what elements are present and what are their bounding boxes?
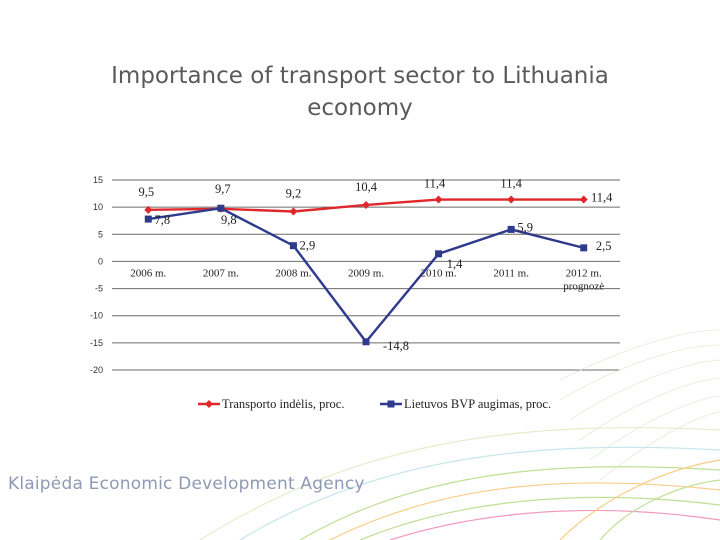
y-tick-label: 5	[98, 229, 103, 239]
y-axis: 15 10 5 0 -5 -10 -15 -20	[90, 175, 103, 375]
data-label: 2,5	[596, 239, 612, 253]
data-label: 11,4	[500, 177, 522, 191]
slide-title: Importance of transport sector to Lithua…	[111, 63, 609, 121]
data-label: 9,8	[221, 213, 237, 227]
data-label: 5,9	[517, 220, 533, 234]
data-point-marker	[579, 195, 588, 204]
data-point-marker	[434, 195, 443, 204]
x-axis-labels: 2006 m. 2007 m. 2008 m. 2009 m. 2010 m. 2011 …	[130, 267, 604, 292]
data-label: 7,8	[154, 213, 170, 227]
data-label: 1,4	[447, 257, 463, 271]
data-point-marker	[289, 207, 298, 216]
y-tick-label: 0	[98, 256, 103, 266]
data-label: 11,4	[591, 191, 613, 205]
x-tick-label: 2012 m. prognozė	[563, 267, 604, 292]
data-point-marker	[144, 215, 152, 223]
data-label: 9,2	[286, 186, 302, 200]
x-tick-label: 2006 m.	[130, 267, 166, 279]
x-tick-label: 2010 m.	[421, 267, 457, 279]
data-label: 9,7	[215, 182, 231, 196]
data-point-marker	[217, 204, 225, 212]
data-point-marker	[289, 242, 297, 250]
data-point-marker	[580, 244, 588, 252]
data-label: 2,9	[300, 239, 316, 253]
data-label: 11,4	[424, 177, 446, 191]
data-point-marker	[362, 200, 370, 209]
legend-label: Transporto indėlis, proc.	[222, 397, 344, 411]
x-tick-label: 2009 m.	[348, 267, 384, 279]
data-label: -14,8	[383, 339, 409, 353]
legend-marker	[387, 400, 395, 408]
data-label: 9,5	[138, 185, 154, 199]
data-point-marker	[507, 225, 515, 233]
footer-brand: Klaipėda Economic Development Agency	[8, 474, 365, 494]
data-point-marker	[144, 205, 153, 214]
y-tick-label: -10	[90, 311, 103, 321]
y-tick-label: 10	[93, 202, 103, 212]
x-tick-label: 2008 m.	[275, 267, 311, 279]
chart-legend: Transporto indėlis, proc. Lietuvos BVP au…	[198, 397, 551, 411]
y-tick-label: -20	[90, 365, 103, 375]
y-tick-label: -5	[95, 284, 103, 294]
x-tick-label: 2007 m.	[203, 267, 239, 279]
series-layer: 9,5 9,7 9,2 10,4 11,4 11,4 11,4 7,8 9,8 2,9 -14,8 1…	[138, 177, 613, 353]
data-point-marker	[435, 250, 443, 258]
legend-label: Lietuvos BVP augimas, proc.	[404, 397, 551, 411]
legend-marker	[205, 400, 213, 408]
y-tick-label: -15	[90, 338, 103, 348]
data-point-marker	[362, 338, 370, 346]
data-point-marker	[507, 195, 516, 204]
data-label: 10,4	[355, 180, 378, 194]
x-tick-label: 2011 m.	[493, 267, 529, 279]
y-tick-label: 15	[93, 175, 103, 185]
